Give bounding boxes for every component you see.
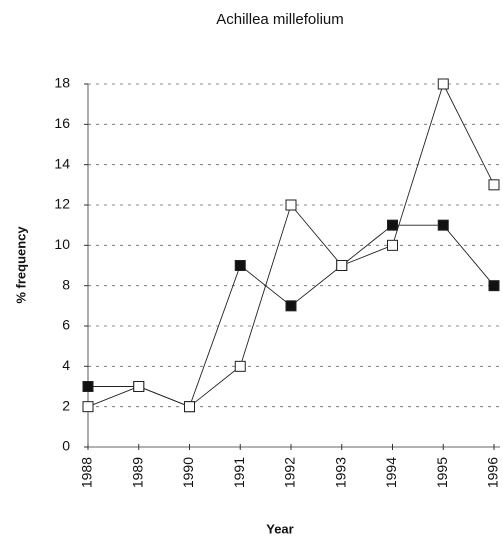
marker (437, 78, 449, 90)
x-tick-label: 1995 (434, 457, 450, 488)
x-tick-label: 1991 (231, 457, 247, 488)
x-tick-label: 1993 (332, 457, 348, 488)
marker (82, 401, 94, 413)
marker (387, 239, 398, 251)
y-tick-label: 18 (54, 75, 70, 91)
y-tick-label: 10 (54, 236, 70, 252)
marker (336, 260, 348, 271)
x-tick-label: 1990 (180, 457, 196, 488)
y-tick-label: 8 (62, 276, 70, 292)
marker (234, 260, 246, 271)
x-axis-title: Year (266, 521, 293, 536)
marker (133, 381, 145, 392)
y-tick-label: 4 (62, 357, 70, 373)
marker (488, 280, 500, 292)
x-tick-label: 1996 (485, 457, 501, 488)
chart-title: Achillea millefolium (216, 11, 344, 28)
y-tick-label: 16 (54, 115, 70, 131)
x-tick-label: 1994 (383, 457, 399, 488)
marker (285, 199, 297, 211)
marker (234, 360, 246, 372)
series-line (88, 224, 495, 408)
marker (387, 219, 398, 231)
marker (82, 381, 94, 392)
x-tick-label: 1992 (282, 457, 298, 488)
y-tick-label: 12 (54, 196, 70, 212)
marker (437, 219, 449, 231)
marker (285, 300, 297, 312)
marker (184, 401, 195, 413)
y-tick-label: 14 (54, 155, 70, 171)
y-tick-label: 6 (62, 317, 70, 333)
marker (488, 179, 500, 191)
x-tick-label: 1989 (129, 457, 145, 488)
x-tick-label: 1988 (79, 457, 95, 488)
y-tick-label: 2 (62, 397, 70, 413)
y-tick-label: 0 (62, 438, 70, 454)
y-axis-title: % frequency (13, 226, 28, 304)
